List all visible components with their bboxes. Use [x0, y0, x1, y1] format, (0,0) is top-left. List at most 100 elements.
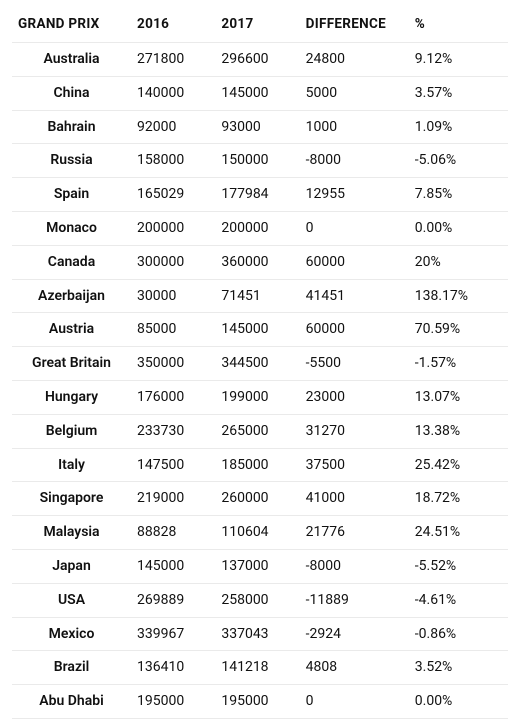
cell-pct: 20%	[409, 245, 508, 279]
cell-2016: 200000	[131, 211, 215, 245]
table-body: Australia271800296600248009.12%China1400…	[12, 43, 508, 719]
cell-2016: 92000	[131, 110, 215, 144]
cell-diff: 37500	[300, 448, 409, 482]
table-row: Belgium2337302650003127013.38%	[12, 414, 508, 448]
col-header-diff: DIFFERENCE	[300, 8, 409, 43]
cell-2016: 85000	[131, 313, 215, 347]
cell-diff: -8000	[300, 144, 409, 178]
col-header-gp: GRAND PRIX	[12, 8, 131, 43]
cell-diff: -11889	[300, 583, 409, 617]
cell-pct: 18.72%	[409, 482, 508, 516]
cell-2017: 185000	[215, 448, 299, 482]
cell-diff: 5000	[300, 76, 409, 110]
cell-2016: 140000	[131, 76, 215, 110]
table-row: Malaysia888281106042177624.51%	[12, 516, 508, 550]
cell-2016: 300000	[131, 245, 215, 279]
cell-diff: 4808	[300, 651, 409, 685]
cell-2016: 158000	[131, 144, 215, 178]
cell-diff: 1000	[300, 110, 409, 144]
cell-pct: 0.00%	[409, 685, 508, 719]
cell-2017: 265000	[215, 414, 299, 448]
cell-diff: 23000	[300, 380, 409, 414]
grand-prix-table: GRAND PRIX 2016 2017 DIFFERENCE % Austra…	[12, 8, 508, 719]
cell-gp: China	[12, 76, 131, 110]
cell-2017: 150000	[215, 144, 299, 178]
cell-gp: Hungary	[12, 380, 131, 414]
table-row: Mexico339967337043-2924-0.86%	[12, 617, 508, 651]
table-row: Bahrain920009300010001.09%	[12, 110, 508, 144]
cell-gp: Brazil	[12, 651, 131, 685]
cell-gp: Austria	[12, 313, 131, 347]
cell-2016: 195000	[131, 685, 215, 719]
cell-gp: Japan	[12, 549, 131, 583]
cell-2017: 141218	[215, 651, 299, 685]
cell-gp: Australia	[12, 43, 131, 77]
cell-pct: 138.17%	[409, 279, 508, 313]
cell-gp: Abu Dhabi	[12, 685, 131, 719]
cell-diff: 31270	[300, 414, 409, 448]
cell-gp: USA	[12, 583, 131, 617]
cell-diff: 21776	[300, 516, 409, 550]
cell-gp: Singapore	[12, 482, 131, 516]
cell-diff: 41451	[300, 279, 409, 313]
cell-2017: 296600	[215, 43, 299, 77]
cell-2016: 233730	[131, 414, 215, 448]
cell-2016: 271800	[131, 43, 215, 77]
cell-pct: 70.59%	[409, 313, 508, 347]
cell-2017: 71451	[215, 279, 299, 313]
cell-pct: 0.00%	[409, 211, 508, 245]
cell-pct: 9.12%	[409, 43, 508, 77]
cell-pct: 25.42%	[409, 448, 508, 482]
cell-2016: 176000	[131, 380, 215, 414]
cell-diff: 60000	[300, 313, 409, 347]
cell-gp: Malaysia	[12, 516, 131, 550]
table-row: Canada3000003600006000020%	[12, 245, 508, 279]
cell-2016: 165029	[131, 178, 215, 212]
cell-2017: 360000	[215, 245, 299, 279]
table-row: Great Britain350000344500-5500-1.57%	[12, 347, 508, 381]
cell-pct: -1.57%	[409, 347, 508, 381]
cell-pct: 1.09%	[409, 110, 508, 144]
col-header-2017: 2017	[215, 8, 299, 43]
table-row: Monaco20000020000000.00%	[12, 211, 508, 245]
cell-gp: Mexico	[12, 617, 131, 651]
table-row: Italy1475001850003750025.42%	[12, 448, 508, 482]
cell-2017: 337043	[215, 617, 299, 651]
cell-2016: 339967	[131, 617, 215, 651]
cell-gp: Canada	[12, 245, 131, 279]
table-row: Austria850001450006000070.59%	[12, 313, 508, 347]
cell-2016: 145000	[131, 549, 215, 583]
cell-2016: 136410	[131, 651, 215, 685]
table-row: Japan145000137000-8000-5.52%	[12, 549, 508, 583]
cell-2017: 145000	[215, 76, 299, 110]
cell-2017: 145000	[215, 313, 299, 347]
cell-pct: -5.52%	[409, 549, 508, 583]
cell-2017: 199000	[215, 380, 299, 414]
cell-diff: 0	[300, 685, 409, 719]
cell-pct: 13.38%	[409, 414, 508, 448]
cell-pct: 24.51%	[409, 516, 508, 550]
table-row: Australia271800296600248009.12%	[12, 43, 508, 77]
table-head: GRAND PRIX 2016 2017 DIFFERENCE %	[12, 8, 508, 43]
cell-2017: 93000	[215, 110, 299, 144]
table-row: Azerbaijan300007145141451138.17%	[12, 279, 508, 313]
cell-gp: Spain	[12, 178, 131, 212]
cell-2016: 219000	[131, 482, 215, 516]
cell-gp: Great Britain	[12, 347, 131, 381]
cell-pct: 13.07%	[409, 380, 508, 414]
cell-2017: 258000	[215, 583, 299, 617]
table-row: Hungary1760001990002300013.07%	[12, 380, 508, 414]
cell-2017: 137000	[215, 549, 299, 583]
cell-2017: 195000	[215, 685, 299, 719]
cell-diff: -5500	[300, 347, 409, 381]
cell-2016: 147500	[131, 448, 215, 482]
cell-pct: -0.86%	[409, 617, 508, 651]
cell-2017: 200000	[215, 211, 299, 245]
cell-2016: 269889	[131, 583, 215, 617]
col-header-pct: %	[409, 8, 508, 43]
cell-diff: 60000	[300, 245, 409, 279]
cell-diff: 41000	[300, 482, 409, 516]
cell-gp: Bahrain	[12, 110, 131, 144]
table-row: Abu Dhabi19500019500000.00%	[12, 685, 508, 719]
cell-2017: 344500	[215, 347, 299, 381]
